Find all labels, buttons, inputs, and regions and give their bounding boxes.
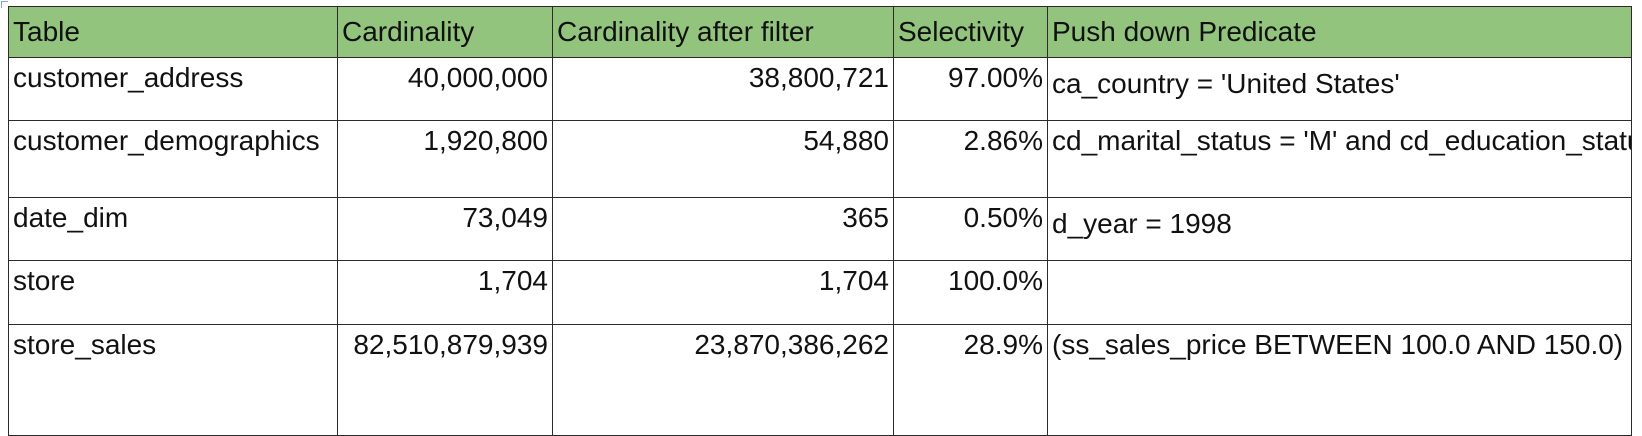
cell-table-name: date_dim bbox=[8, 197, 338, 261]
table-row: date_dim 73,049 365 0.50% d_year = 1998 bbox=[8, 197, 1632, 261]
table-row: customer_demographics 1,920,800 54,880 2… bbox=[8, 120, 1632, 198]
cell-cardinality: 73,049 bbox=[337, 197, 553, 261]
cell-predicate: cd_marital_status = 'M' and cd_education… bbox=[1047, 120, 1632, 198]
cell-after-filter: 1,704 bbox=[552, 260, 894, 325]
cell-cardinality: 40,000,000 bbox=[337, 57, 553, 121]
header-cardinality: Cardinality bbox=[337, 6, 553, 58]
cell-predicate: (ss_sales_price BETWEEN 100.0 AND 150.0)… bbox=[1047, 324, 1632, 436]
header-row: Table Cardinality Cardinality after filt… bbox=[8, 6, 1632, 58]
cell-predicate: ca_country = 'United States' bbox=[1047, 57, 1632, 121]
header-push-down-predicate: Push down Predicate bbox=[1047, 6, 1632, 58]
header-table: Table bbox=[8, 6, 338, 58]
table-row: store 1,704 1,704 100.0% bbox=[8, 260, 1632, 325]
cell-after-filter: 23,870,386,262 bbox=[552, 324, 894, 436]
cell-cardinality: 1,920,800 bbox=[337, 120, 553, 198]
cell-selectivity: 97.00% bbox=[893, 57, 1048, 121]
cell-table-name: customer_address bbox=[8, 57, 338, 121]
cell-cardinality: 1,704 bbox=[337, 260, 553, 325]
cell-selectivity: 28.9% bbox=[893, 324, 1048, 436]
cell-predicate bbox=[1047, 260, 1632, 325]
header-selectivity: Selectivity bbox=[893, 6, 1048, 58]
selection-corner-marker bbox=[1, 1, 8, 8]
cell-after-filter: 38,800,721 bbox=[552, 57, 894, 121]
cell-after-filter: 54,880 bbox=[552, 120, 894, 198]
cell-table-name: customer_demographics bbox=[8, 120, 338, 198]
cell-selectivity: 0.50% bbox=[893, 197, 1048, 261]
cell-after-filter: 365 bbox=[552, 197, 894, 261]
table-row: customer_address 40,000,000 38,800,721 9… bbox=[8, 57, 1632, 121]
cell-cardinality: 82,510,879,939 bbox=[337, 324, 553, 436]
cell-table-name: store_sales bbox=[8, 324, 338, 436]
cell-table-name: store bbox=[8, 260, 338, 325]
table-row: store_sales 82,510,879,939 23,870,386,26… bbox=[8, 324, 1632, 436]
cell-predicate: d_year = 1998 bbox=[1047, 197, 1632, 261]
cell-selectivity: 100.0% bbox=[893, 260, 1048, 325]
selectivity-table: Table Cardinality Cardinality after filt… bbox=[8, 6, 1632, 436]
cell-selectivity: 2.86% bbox=[893, 120, 1048, 198]
header-cardinality-after-filter: Cardinality after filter bbox=[552, 6, 894, 58]
